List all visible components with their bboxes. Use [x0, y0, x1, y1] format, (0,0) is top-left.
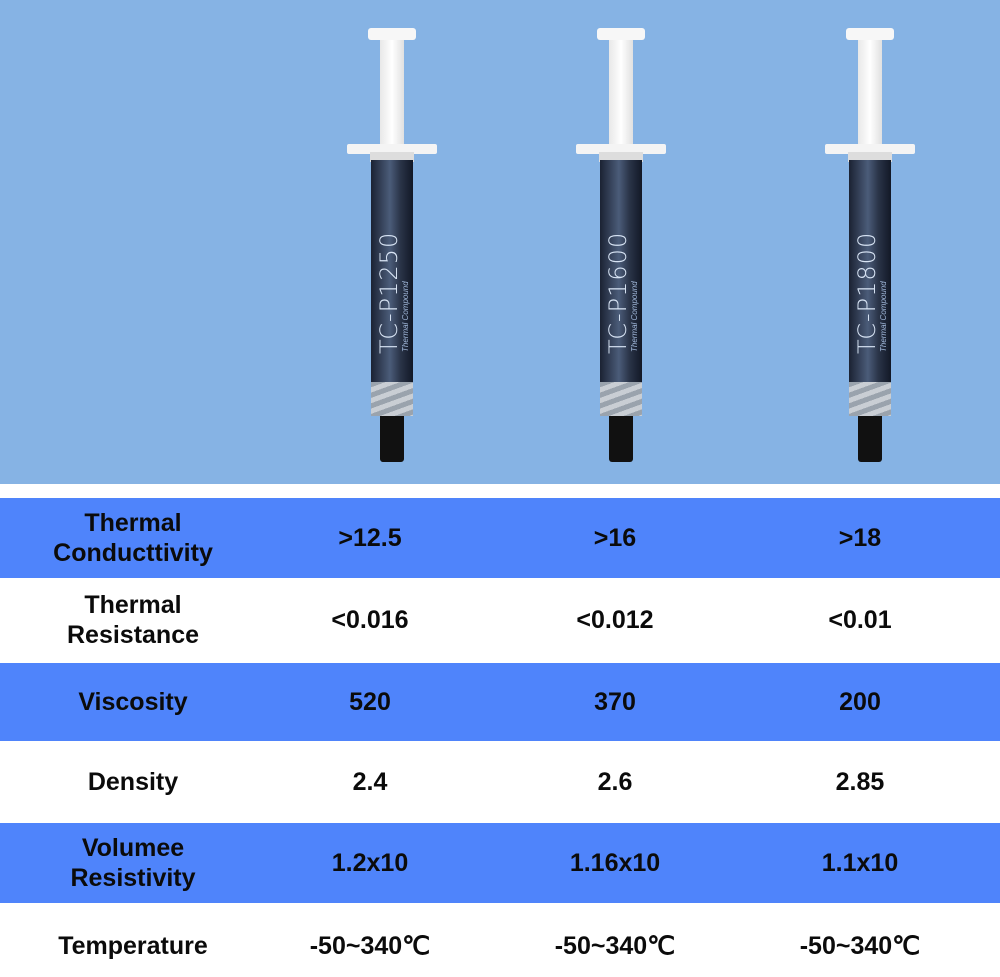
cell-value: >12.5 [338, 524, 402, 552]
cell-value: 1.2x10 [331, 849, 409, 877]
cell-value: 370 [594, 688, 636, 716]
syringe-tc-p1250: TC-P1250 Thermal Compound [347, 28, 437, 468]
cell-value: 2.4 [352, 768, 388, 796]
syringe-tc-p1800: TC-P1800 Thermal Compound [825, 28, 915, 468]
table-row: Volumee Resistivity 1.2x10 1.16x10 1.1x1… [0, 823, 1000, 903]
row-label: Temperature [58, 932, 208, 960]
cell-value: >16 [593, 524, 637, 552]
table-row: Thermal Resistance <0.016 <0.012 <0.01 [0, 578, 1000, 662]
product-image: TC-P1250 Thermal Compound TC-P1600 Therm… [0, 0, 1000, 484]
cell-value: <0.012 [576, 606, 654, 634]
cell-value: 1.16x10 [569, 849, 661, 877]
table-row: Thermal Conducttivity >12.5 >16 >18 [0, 498, 1000, 578]
row-label: Thermal Resistance [66, 591, 200, 649]
syringe-tc-p1600: TC-P1600 Thermal Compound [576, 28, 666, 468]
row-label: Viscosity [78, 688, 188, 716]
product-subtitle: Thermal Compound [401, 281, 410, 352]
cell-value: -50~340℃ [799, 932, 921, 960]
cell-value: <0.01 [828, 606, 892, 634]
product-subtitle: Thermal Compound [879, 281, 888, 352]
cell-value: -50~340℃ [554, 932, 676, 960]
row-label: Density [87, 768, 179, 796]
table-row: Density 2.4 2.6 2.85 [0, 741, 1000, 823]
cell-value: 1.1x10 [821, 849, 899, 877]
cell-value: 200 [839, 688, 881, 716]
product-subtitle: Thermal Compound [630, 281, 639, 352]
cell-value: >18 [838, 524, 882, 552]
cell-value: 520 [349, 688, 391, 716]
row-label: Thermal Conducttivity [53, 509, 213, 567]
table-row: Viscosity 520 370 200 [0, 663, 1000, 741]
cell-value: <0.016 [331, 606, 409, 634]
cell-value: 2.6 [597, 768, 633, 796]
cell-value: -50~340℃ [309, 932, 431, 960]
product-model: TC-P1800 [853, 231, 881, 354]
cell-value: 2.85 [835, 768, 885, 796]
product-model: TC-P1250 [375, 231, 403, 354]
row-label: Volumee Resistivity [70, 834, 196, 892]
table-row: Temperature -50~340℃ -50~340℃ -50~340℃ [0, 903, 1000, 965]
product-model: TC-P1600 [604, 231, 632, 354]
